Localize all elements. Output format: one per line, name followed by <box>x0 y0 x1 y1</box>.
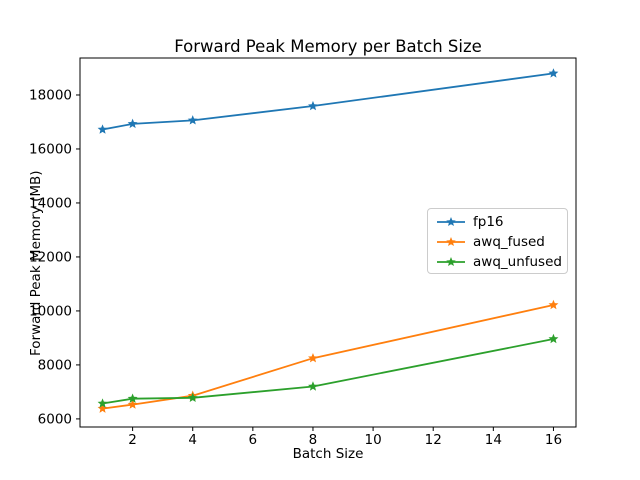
legend-swatch-icon <box>437 257 465 267</box>
data-point-fp16 <box>308 100 318 111</box>
data-point-awq_unfused <box>187 392 198 403</box>
data-point-awq_unfused <box>127 393 138 403</box>
y-tick-label: 12000 <box>29 249 72 265</box>
legend-swatch-icon <box>437 237 465 247</box>
chart-title: Forward Peak Memory per Batch Size <box>174 37 482 56</box>
x-tick-label: 8 <box>309 432 318 448</box>
x-tick-label: 4 <box>188 432 197 448</box>
y-tick-label: 6000 <box>38 411 72 427</box>
x-tick-label: 2 <box>128 432 137 448</box>
data-point-awq_fused <box>548 299 559 310</box>
data-point-fp16 <box>97 124 108 134</box>
y-axis-label: Forward Peak Memory (MB) <box>28 170 44 356</box>
y-tick-label: 10000 <box>29 303 72 319</box>
y-tick-label: 14000 <box>29 195 72 211</box>
data-point-awq_unfused <box>548 333 559 344</box>
x-tick-label: 16 <box>545 432 562 448</box>
legend-swatch-icon <box>437 217 465 227</box>
data-point-fp16 <box>548 68 559 78</box>
data-point-fp16 <box>187 115 198 125</box>
x-tick-label: 14 <box>485 432 502 448</box>
data-point-awq_fused <box>308 352 318 363</box>
legend-label: awq_fused <box>473 234 545 250</box>
x-tick-label: 6 <box>249 432 258 448</box>
data-point-awq_unfused <box>308 381 318 391</box>
data-point-awq_fused <box>127 399 138 409</box>
data-point-fp16 <box>127 118 138 129</box>
legend-label: fp16 <box>473 214 504 230</box>
legend: fp16 awq_fused awq_unfused <box>427 208 568 274</box>
x-axis-label: Batch Size <box>292 446 364 462</box>
y-tick-label: 16000 <box>29 141 72 157</box>
y-tick-label: 8000 <box>38 357 72 373</box>
legend-entry-awq_unfused: awq_unfused <box>436 252 567 272</box>
legend-entry-awq_fused: awq_fused <box>436 232 567 252</box>
x-tick-label: 10 <box>364 432 381 448</box>
x-tick-label: 12 <box>425 432 442 448</box>
data-point-awq_unfused <box>97 398 108 408</box>
y-tick-label: 18000 <box>29 87 72 103</box>
legend-label: awq_unfused <box>473 254 562 270</box>
data-point-awq_fused <box>97 403 108 413</box>
legend-entry-fp16: fp16 <box>436 212 567 232</box>
